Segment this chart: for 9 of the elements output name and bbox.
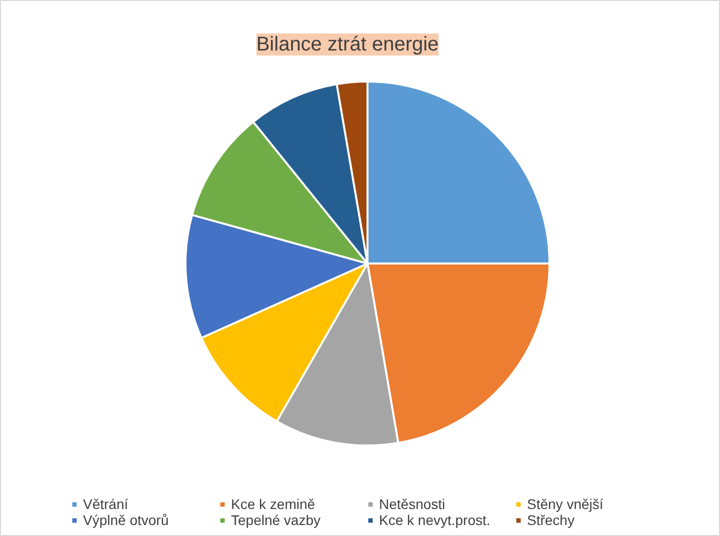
- legend-label: Větrání: [83, 496, 130, 512]
- legend-label: Kce k zemině: [231, 496, 316, 512]
- legend-label: Netěsnosti: [379, 496, 446, 512]
- legend-label: Stěny vnější: [527, 496, 604, 512]
- legend-label: Kce k nevyt.prost.: [379, 512, 492, 528]
- legend-label: Výplně otvorů: [83, 512, 170, 528]
- chart-title: Bilance ztrát energie: [256, 34, 439, 56]
- legend-label: Tepelné vazby: [231, 512, 322, 528]
- legend-label: Střechy: [527, 512, 576, 528]
